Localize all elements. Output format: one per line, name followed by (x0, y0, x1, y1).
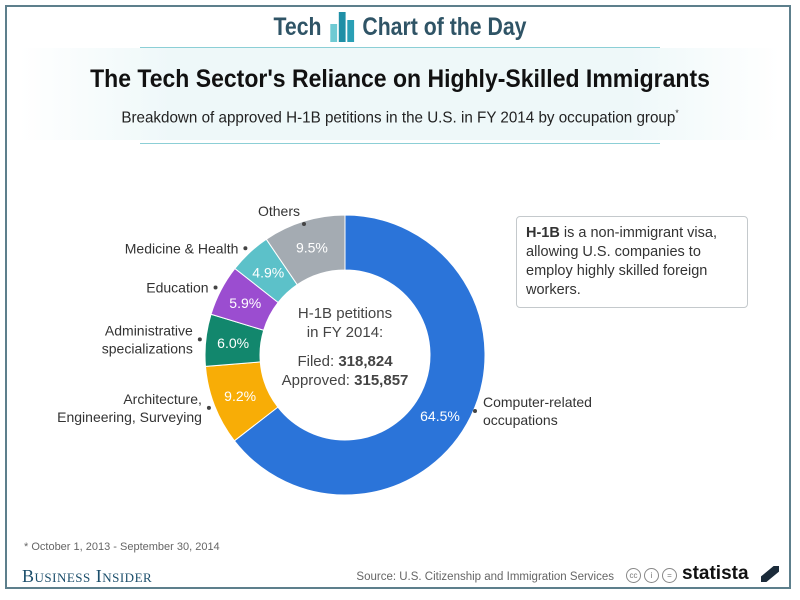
bar-chart-icon (330, 12, 354, 42)
value-label: 5.9% (229, 295, 261, 311)
value-label: 9.2% (224, 388, 256, 404)
source: Source: U.S. Citizenship and Immigration… (356, 571, 614, 583)
cc-icon: cc (626, 568, 641, 583)
label-dot (197, 337, 202, 342)
creative-commons-icons[interactable]: cc i = (626, 568, 677, 583)
category-label: Administrative specializations (102, 322, 193, 356)
label-dot (213, 285, 218, 290)
category-label: Architecture, Engineering, Surveying (57, 391, 202, 425)
header-background (20, 48, 780, 140)
info-box: H-1B is a non-immigrant visa, allowing U… (516, 216, 748, 308)
footnote-mark: * (675, 108, 679, 118)
donut-slice (265, 214, 346, 286)
center-approved: Approved: 315,857 (282, 372, 409, 389)
by-icon: i (644, 568, 659, 583)
label-dot (243, 246, 248, 251)
subtitle-text: Breakdown of approved H-1B petitions in … (121, 109, 676, 127)
label-dot (206, 405, 211, 410)
category-label: Computer-related occupations (483, 394, 592, 428)
value-label: 64.5% (420, 408, 460, 424)
divider (140, 143, 660, 144)
info-bold: H-1B (526, 225, 560, 241)
donut-slice (233, 214, 486, 496)
label-dot (473, 409, 477, 413)
business-insider-logo: Business Insider (22, 566, 153, 586)
value-label: 9.5% (296, 239, 328, 255)
center-line2: in FY 2014: (307, 324, 383, 341)
brand-right: Chart of the Day (362, 12, 527, 41)
chart-frame (5, 5, 791, 589)
brand-left: Tech (273, 12, 322, 41)
category-label: Others (258, 203, 300, 219)
nd-icon: = (662, 568, 677, 583)
center-line1: H-1B petitions (298, 305, 392, 322)
info-text: is a non-immigrant visa, allowing U.S. c… (526, 225, 717, 298)
brand-header: Tech Chart of the Day (60, 12, 740, 42)
category-label: Education (146, 279, 208, 295)
statista-logo[interactable]: statista (682, 563, 749, 584)
category-label: Medicine & Health (125, 240, 239, 256)
value-label: 6.0% (217, 335, 249, 351)
center-filed: Filed: 318,824 (297, 353, 393, 370)
chart-subtitle: Breakdown of approved H-1B petitions in … (20, 103, 780, 128)
divider (140, 47, 660, 48)
footnote: * October 1, 2013 - September 30, 2014 (24, 541, 220, 553)
label-dot (302, 222, 306, 226)
chart-title: The Tech Sector's Reliance on Highly-Ski… (90, 65, 710, 93)
value-label: 4.9% (252, 265, 284, 281)
